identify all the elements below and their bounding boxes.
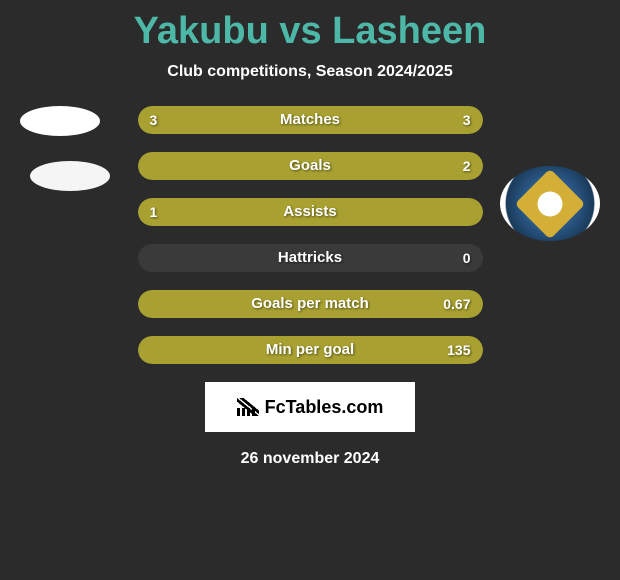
stat-value-right: 135 [447,336,470,364]
player-right-badge [500,166,600,241]
comparison-title: Yakubu vs Lasheen [0,0,620,53]
chart-icon [237,398,259,416]
stat-label: Assists [138,198,483,226]
stat-row: 1Assists [138,198,483,226]
stat-value-right: 0 [463,244,471,272]
stat-row: Goals2 [138,152,483,180]
stat-row: Min per goal135 [138,336,483,364]
comparison-subtitle: Club competitions, Season 2024/2025 [0,63,620,81]
stat-value-right: 2 [463,152,471,180]
pyramids-logo-icon [515,168,586,239]
player-left-badge-2 [30,161,110,191]
fctables-label: FcTables.com [265,397,384,418]
fctables-badge: FcTables.com [205,382,415,432]
stat-label: Min per goal [138,336,483,364]
stat-value-right: 3 [463,106,471,134]
comparison-date: 26 november 2024 [0,450,620,468]
stat-row: Hattricks0 [138,244,483,272]
stat-label: Goals [138,152,483,180]
player-left-badge-1 [20,106,100,136]
stat-label: Matches [138,106,483,134]
stat-row: 3Matches3 [138,106,483,134]
stat-label: Hattricks [138,244,483,272]
stat-label: Goals per match [138,290,483,318]
stat-value-right: 0.67 [443,290,470,318]
stats-container: 3Matches3 Goals2 1Assists Hattricks0 Goals p… [138,106,483,364]
stat-row: Goals per match0.67 [138,290,483,318]
content-wrapper: 3Matches3 Goals2 1Assists Hattricks0 Goals p… [0,106,620,468]
